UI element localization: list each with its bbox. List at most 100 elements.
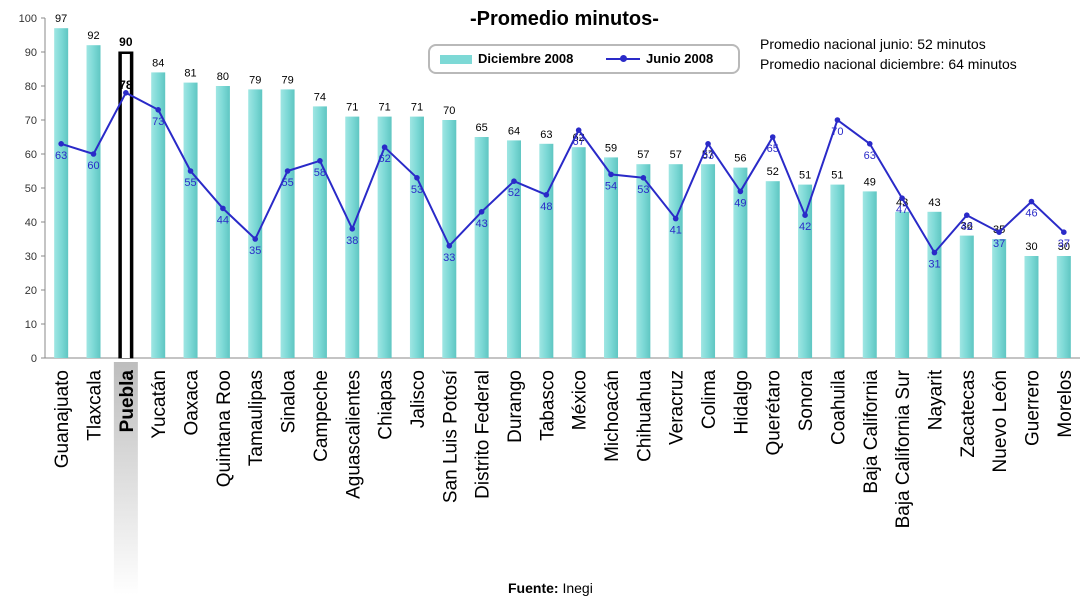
bar-value-label: 36 xyxy=(961,221,973,233)
note-junio: Promedio nacional junio: 52 minutos xyxy=(760,36,986,52)
line-value-label: 38 xyxy=(346,235,358,247)
bar-Nuevo León xyxy=(992,239,1007,358)
bar-value-label: 57 xyxy=(670,149,682,161)
line-value-label: 67 xyxy=(573,136,585,148)
bar-Guanajuato xyxy=(54,28,69,358)
category-label: Baja California Sur xyxy=(893,369,914,528)
category-label: Veracruz xyxy=(667,370,688,445)
category-label: Tabasco xyxy=(537,370,558,441)
line-value-label: 54 xyxy=(605,180,617,192)
line-value-label: 42 xyxy=(799,221,811,233)
category-label: Quintana Roo xyxy=(214,370,235,487)
y-tick-label: 100 xyxy=(19,13,37,25)
bar-Colima xyxy=(701,164,716,358)
bar-value-label: 64 xyxy=(508,125,520,137)
line-value-label: 42 xyxy=(961,221,973,233)
bar-Nayarit xyxy=(927,211,942,358)
line-value-label: 70 xyxy=(831,126,843,138)
line-point xyxy=(1061,229,1067,235)
category-label: Tamaulipas xyxy=(246,370,267,466)
category-label: Jalisco xyxy=(408,370,429,428)
category-label: Yucatán xyxy=(149,370,170,439)
bar-value-label: 92 xyxy=(87,30,99,42)
line-value-label: 63 xyxy=(702,150,714,162)
category-label: Colima xyxy=(699,370,720,430)
line-value-label: 58 xyxy=(314,167,326,179)
line-point xyxy=(123,90,129,96)
series-line-junio xyxy=(60,91,1065,255)
line-value-label: 55 xyxy=(184,177,196,189)
bar-Guerrero xyxy=(1024,256,1039,358)
bar-value-label: 74 xyxy=(314,91,326,103)
y-tick-label: 20 xyxy=(25,285,37,297)
line-point xyxy=(543,192,550,198)
bar-value-label: 70 xyxy=(443,105,455,117)
bar-value-label: 97 xyxy=(55,13,67,25)
bar-value-label: 30 xyxy=(1025,241,1037,253)
bar-Querétaro xyxy=(765,181,780,358)
line-point xyxy=(802,212,808,218)
bar-Sinaloa xyxy=(280,89,295,359)
bar-Zacatecas xyxy=(959,235,974,358)
legend-bar-swatch xyxy=(440,55,472,64)
category-label: Sonora xyxy=(796,370,817,432)
bar-value-label: 56 xyxy=(734,153,746,165)
bar-Jalisco xyxy=(409,116,424,358)
y-tick-label: 30 xyxy=(25,251,37,263)
bar-Baja California Sur xyxy=(895,211,910,358)
category-label: Oaxaca xyxy=(182,370,203,436)
bar-value-label: 49 xyxy=(864,176,876,188)
bar-Durango xyxy=(506,140,521,358)
bar-value-label: 43 xyxy=(896,197,908,209)
line-point xyxy=(220,205,226,212)
line-point xyxy=(58,141,64,147)
category-label: Michoacán xyxy=(602,370,623,462)
line-value-label: 33 xyxy=(443,252,455,264)
category-label: Morelos xyxy=(1055,370,1076,438)
category-label: Querétaro xyxy=(764,370,785,456)
category-label: Tlaxcala xyxy=(85,370,106,441)
bar-Tabasco xyxy=(539,143,554,358)
bar-value-label: 71 xyxy=(378,102,390,114)
y-tick-label: 50 xyxy=(25,183,37,195)
bar-value-label: 80 xyxy=(217,71,229,83)
line-point xyxy=(899,195,905,201)
bar-Baja California xyxy=(862,191,877,358)
category-label: Guanajuato xyxy=(52,370,73,468)
line-value-label: 63 xyxy=(864,150,876,162)
line-point xyxy=(155,107,162,113)
bar-Aguascalientes xyxy=(345,116,360,358)
y-tick-label: 40 xyxy=(25,217,37,229)
category-label: Sinaloa xyxy=(279,370,300,434)
line-point xyxy=(317,158,323,164)
bar-value-label: 52 xyxy=(767,166,779,178)
line-point xyxy=(478,209,485,215)
line-point xyxy=(414,175,420,181)
line-value-label: 63 xyxy=(55,150,67,162)
bar-value-label: 81 xyxy=(184,68,196,80)
line-point xyxy=(866,141,873,147)
category-label: Baja California xyxy=(861,370,882,494)
bar-value-label: 43 xyxy=(928,197,940,209)
y-tick-label: 10 xyxy=(25,319,37,331)
line-point xyxy=(672,215,679,222)
legend: Diciembre 2008 Junio 2008 xyxy=(428,44,740,74)
bar-Morelos xyxy=(1056,256,1071,358)
line-value-label: 41 xyxy=(670,225,682,237)
bar-value-label: 30 xyxy=(1058,241,1070,253)
bar-Quintana Roo xyxy=(215,86,230,358)
line-point xyxy=(963,212,970,218)
line-value-label: 73 xyxy=(152,116,164,128)
category-label: Distrito Federal xyxy=(473,370,494,499)
line-point xyxy=(446,243,453,249)
bar-value-label: 51 xyxy=(799,170,811,182)
category-label: Nayarit xyxy=(925,369,946,430)
category-label: Guerrero xyxy=(1022,370,1043,446)
bar-value-label: 59 xyxy=(605,142,617,154)
line-point xyxy=(834,117,841,123)
line-point xyxy=(996,229,1002,235)
y-tick-label: 60 xyxy=(25,149,37,161)
y-tick-label: 0 xyxy=(31,353,37,365)
category-label: Campeche xyxy=(311,370,332,462)
